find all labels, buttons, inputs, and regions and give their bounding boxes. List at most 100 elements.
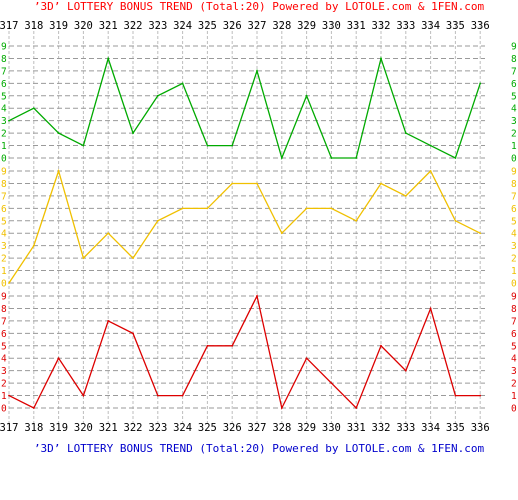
digit-label-left: 5 — [1, 91, 7, 102]
digit-label-right: 5 — [511, 216, 517, 227]
period-label-top: 332 — [372, 20, 391, 32]
series-point — [82, 257, 85, 260]
series-point — [330, 207, 333, 210]
digit-label-left: 4 — [1, 229, 7, 240]
series-point — [404, 132, 407, 135]
period-label-top: 317 — [0, 20, 18, 32]
series-point — [479, 82, 482, 85]
period-label-bottom: 329 — [297, 422, 316, 434]
series-point — [454, 394, 457, 397]
period-label-top: 324 — [173, 20, 192, 32]
series-point — [355, 407, 358, 409]
digit-labels: 0 01 12 23 34 45 56 67 78 89 90 01 12 23 34 45 56 67 78 89 9… — [1, 42, 517, 415]
series-point — [206, 144, 209, 147]
series-point — [280, 232, 283, 235]
series-point — [380, 182, 382, 185]
period-label-bottom: 335 — [446, 422, 465, 434]
series-point — [57, 357, 60, 360]
digit-label-right: 0 — [511, 279, 517, 290]
series-point — [330, 157, 333, 159]
digit-label-right: 6 — [511, 329, 517, 340]
digit-label-right: 1 — [511, 141, 517, 152]
period-label-top: 333 — [396, 20, 415, 32]
period-label-bottom: 318 — [24, 422, 43, 434]
digit-label-left: 9 — [1, 42, 7, 53]
digit-label-right: 5 — [511, 341, 517, 352]
digit-label-right: 0 — [511, 404, 517, 415]
period-label-top: 318 — [24, 20, 43, 32]
period-label-bottom: 333 — [396, 422, 415, 434]
digit-label-right: 1 — [511, 391, 517, 402]
digit-label-left: 9 — [1, 292, 7, 303]
digit-label-right: 2 — [511, 254, 517, 265]
digit-label-right: 9 — [511, 167, 517, 178]
digit-label-right: 7 — [511, 316, 517, 327]
digit-label-left: 0 — [1, 154, 7, 165]
digit-label-left: 1 — [1, 141, 7, 152]
digit-label-left: 3 — [1, 116, 7, 127]
series-layer — [8, 56, 482, 410]
digit-label-left: 2 — [1, 254, 7, 265]
series-point — [305, 94, 308, 97]
series-point — [280, 157, 283, 159]
period-label-bottom: 317 — [0, 422, 18, 434]
digit-label-left: 5 — [1, 341, 7, 352]
digit-label-right: 7 — [511, 191, 517, 202]
series-point — [429, 170, 432, 172]
digit-label-left: 1 — [1, 391, 7, 402]
digit-label-left: 7 — [1, 191, 7, 202]
series-point — [454, 157, 457, 159]
digit-label-left: 1 — [1, 266, 7, 277]
series-point — [479, 232, 482, 235]
digit-label-left: 4 — [1, 104, 7, 115]
digit-label-right: 3 — [511, 366, 517, 377]
digit-label-right: 9 — [511, 42, 517, 53]
series-point — [8, 394, 10, 397]
period-label-bottom: 319 — [49, 422, 68, 434]
period-label-bottom: 320 — [74, 422, 93, 434]
series-point — [380, 344, 382, 347]
series-point — [32, 107, 35, 110]
series-point — [256, 70, 258, 72]
period-label-top: 335 — [446, 20, 465, 32]
digit-label-right: 7 — [511, 66, 517, 77]
period-label-bottom: 328 — [272, 422, 291, 434]
digit-label-right: 5 — [511, 91, 517, 102]
series-point — [330, 382, 333, 385]
period-label-bottom: 331 — [347, 422, 366, 434]
digit-label-right: 6 — [511, 204, 517, 215]
series-point — [479, 394, 482, 397]
digit-label-right: 9 — [511, 292, 517, 303]
series-point — [280, 407, 283, 409]
series-point — [181, 394, 184, 397]
series-point — [305, 357, 308, 360]
series-point — [355, 157, 358, 159]
period-label-bottom: 330 — [322, 422, 341, 434]
series-point — [429, 307, 432, 310]
period-label-top: 322 — [124, 20, 143, 32]
series-point — [231, 344, 234, 347]
period-label-top: 331 — [347, 20, 366, 32]
period-label-top: 330 — [322, 20, 341, 32]
digit-label-left: 7 — [1, 66, 7, 77]
tick-labels: 3173173183183193193203203213213223223233… — [0, 20, 490, 434]
digit-label-right: 2 — [511, 379, 517, 390]
series-point — [305, 207, 308, 210]
series-point — [256, 295, 258, 297]
period-label-top: 336 — [471, 20, 490, 32]
series-point — [32, 407, 35, 409]
digit-label-left: 8 — [1, 304, 7, 315]
period-label-top: 328 — [272, 20, 291, 32]
series-point — [429, 144, 432, 147]
series-point — [156, 394, 159, 397]
digit-label-left: 8 — [1, 54, 7, 65]
series-point — [82, 144, 85, 147]
digit-label-left: 0 — [1, 279, 7, 290]
digit-label-left: 2 — [1, 379, 7, 390]
digit-label-right: 1 — [511, 266, 517, 277]
period-label-top: 329 — [297, 20, 316, 32]
chart-title: ’3D’ LOTTERY BONUS TREND (Total:20) Powe… — [34, 0, 485, 13]
series-point — [256, 182, 258, 185]
